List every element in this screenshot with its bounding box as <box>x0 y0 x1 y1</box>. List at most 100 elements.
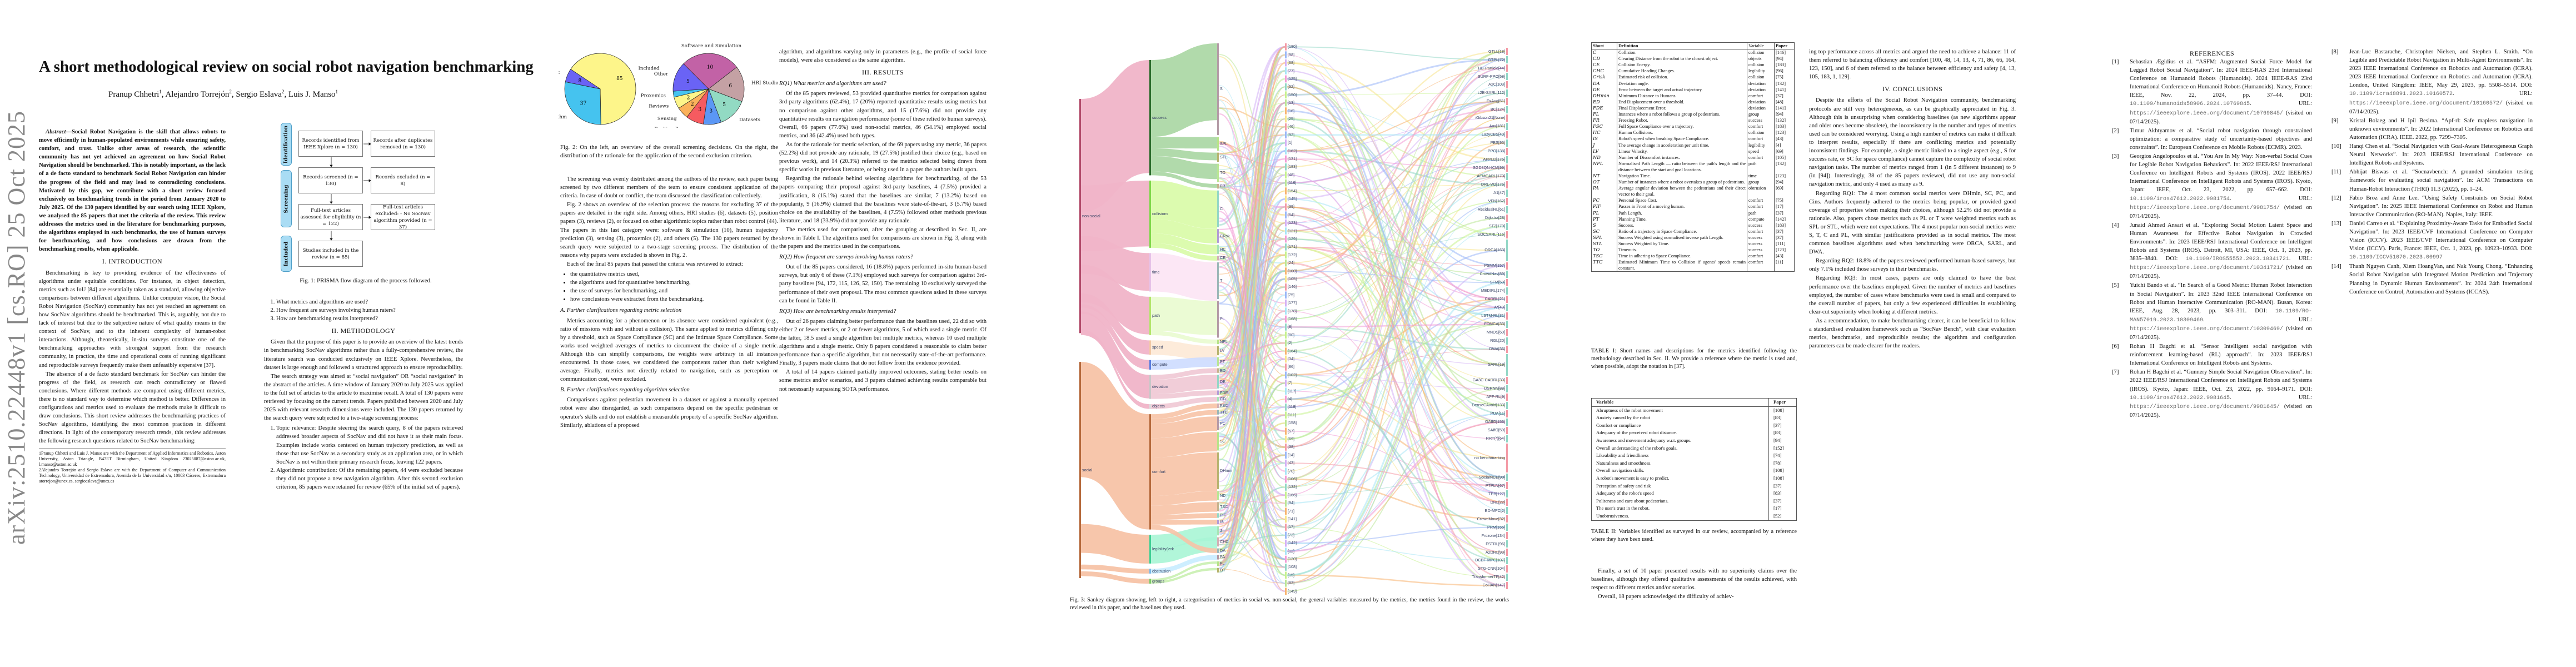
sankey-node <box>1217 397 1219 402</box>
sankey-node-label: Frozone[134] <box>1481 532 1505 538</box>
table-row: NT Navigation Time. time [123] <box>1591 172 1795 180</box>
reference-url[interactable]: https://ieeexplore.ieee.org/document/103… <box>2130 265 2284 272</box>
sankey-node <box>1506 156 1508 163</box>
sankey-node-label: FSTRL[96] <box>1486 541 1505 546</box>
table-row: Abruptness of the robot movement [108] <box>1592 406 1797 415</box>
pie-value-label: 3 <box>699 107 702 112</box>
cell-variable: Abruptness of the robot movement <box>1596 407 1663 413</box>
sankey-node-label: [102] <box>1288 372 1297 377</box>
cell-variable: path <box>1747 210 1775 216</box>
box-fulltext-excluded: Full-text articles excluded: - No SocNav… <box>371 204 435 230</box>
table-row: NPL Normalised Path Length — ratio betwee… <box>1591 160 1795 173</box>
sankey-node-label: [52] <box>1288 84 1294 89</box>
pie-category-label: Other <box>654 71 669 77</box>
sankey-flow-variable-to-metric <box>1151 253 1217 301</box>
col-header-definition: Definition <box>1617 42 1747 50</box>
sankey-node-label: FSC <box>1220 402 1228 408</box>
rq1-paragraph-1: Of the 85 papers reviewed, 53 provided q… <box>779 91 986 139</box>
reference-number: [3] <box>2112 153 2119 160</box>
sankey-link-paper-to-baseline <box>1287 526 1506 544</box>
pie-category-label: Off-topic <box>559 70 560 76</box>
abstract: Abstract—Social Robot Navigation is the … <box>39 128 226 253</box>
sankey-node <box>1506 385 1508 392</box>
sankey-node-label: compute <box>1152 362 1168 367</box>
rq3-paragraph-2: A total of 14 papers claimed partially i… <box>779 369 986 392</box>
sankey-node <box>1506 507 1508 515</box>
reference-doi[interactable]: 10.1109/IROS55552.2023.10341721 <box>2185 256 2289 263</box>
cell-short: FDE <box>1591 104 1617 112</box>
col-header-variable: Variable <box>1747 42 1775 50</box>
sankey-node-label: success <box>1152 115 1167 120</box>
column-4: algorithm, and algorithms varying only i… <box>779 48 986 394</box>
sankey-link-paper-to-baseline <box>1287 478 1506 520</box>
sankey-node <box>1506 410 1508 417</box>
reference-body: Abhijat Biswas et al. “Socnavbench: A gr… <box>2349 168 2533 193</box>
column-1: Abstract—Social Robot Navigation is the … <box>39 128 226 484</box>
sankey-node-label: [57] <box>1288 428 1294 434</box>
cell-variable: Comfort or compliance <box>1596 422 1641 428</box>
sankey-node-label: speed <box>1152 345 1163 350</box>
sankey-node-label: PIF <box>1220 512 1227 518</box>
reference-item: [3] Georgios Angelopoulos et al. “You Are… <box>2112 152 2312 221</box>
screening-stages: Topic relevance: Despite steering the se… <box>264 424 463 491</box>
reference-doi[interactable]: 10.1109/RO-MAN57019.2023.10309469 <box>2130 308 2312 323</box>
sankey-node-label: [70] <box>1288 468 1294 474</box>
table-row: Naturalness and smoothness. [78] <box>1592 459 1797 467</box>
table-row: C Collision. collision [146] <box>1591 49 1795 56</box>
reference-url[interactable]: https://ieeexplore.ieee.org/document/998… <box>2130 205 2280 211</box>
cell-short: PT <box>1591 216 1617 222</box>
sankey-node-label: [71] <box>1288 508 1294 514</box>
sankey-node-label: SFM[50] <box>1489 280 1505 285</box>
reference-doi[interactable]: 10.1109/humanoids58906.2024.10769845 <box>2130 101 2250 108</box>
phase-screening: Screening <box>281 170 292 227</box>
cell-short: DHmin <box>1591 92 1617 99</box>
sankey-node <box>1285 179 1287 187</box>
pie-category-label: No SocNav algorithm <box>559 115 567 120</box>
reference-visited: (visited on 07/14/2025). <box>2130 403 2312 419</box>
cell-paper: [48] <box>1774 98 1795 105</box>
rq-item: How frequent are surveys involving human… <box>276 306 463 315</box>
reference-doi[interactable]: 10.1109/iros47612.2022.9981645 <box>2130 395 2230 401</box>
pie-value-label: 85 <box>616 76 623 82</box>
box-studies-included: Studies included in the review (n = 85) <box>298 241 363 267</box>
cell-short: CD <box>1591 56 1617 62</box>
sankey-link-paper-to-baseline <box>1287 78 1506 423</box>
sankey-node <box>1285 364 1287 371</box>
sankey-node-label: iGibson21[None] <box>1475 115 1505 121</box>
cell-definition: Average angular deviation between the pe… <box>1617 185 1747 198</box>
reference-url[interactable]: https://ieeexplore.ieee.org/document/101… <box>2349 100 2503 107</box>
pie-category-label: Proxemics <box>641 93 666 99</box>
reference-visited: (visited on 07/14/2025). <box>2130 325 2312 341</box>
reference-text: Junaid Ahmed Ansari et al. “Exploring So… <box>2130 222 2312 262</box>
sankey-link-paper-to-baseline <box>1287 375 1506 390</box>
cell-paper: [43] <box>1774 136 1795 142</box>
reference-doi[interactable]: 10.1109/icra48891.2023.10160572 <box>2349 91 2453 98</box>
sankey-node-label: [68] <box>1288 60 1294 66</box>
reference-url[interactable]: https://ieeexplore.ieee.org/document/103… <box>2130 326 2284 332</box>
fig2-caption: Fig. 2: On the left, an overview of the … <box>560 144 778 159</box>
cell-paper: [108] <box>1768 406 1797 415</box>
cell-variable: Unobtrusiveness. <box>1596 512 1630 519</box>
reference-doi[interactable]: 10.1109/ICCV51070.2023.00997 <box>2349 255 2443 261</box>
sankey-link-paper-to-baseline <box>1287 126 1506 232</box>
reference-url[interactable]: https://ieeexplore.ieee.org/document/107… <box>2130 110 2284 117</box>
reference-url[interactable]: https://ieeexplore.ieee.org/document/998… <box>2130 404 2280 410</box>
sankey-flow-variable-to-metric <box>1151 410 1217 424</box>
sankey-link-metric-to-paper <box>1219 462 1285 496</box>
reference-doi[interactable]: 10.1109/iros47612.2022.9981754 <box>2130 196 2230 202</box>
sankey-node-label: [166] <box>1288 492 1297 497</box>
sankey-node <box>1506 523 1508 531</box>
cell-definition: Freezing Robot. <box>1617 117 1747 124</box>
author-name: Luis J. Manso <box>288 90 336 99</box>
reference-number: [6] <box>2112 344 2119 350</box>
cell-short: PA <box>1591 185 1617 198</box>
sankey-link-paper-to-baseline <box>1287 182 1506 283</box>
cell-paper: [37] <box>1774 210 1795 216</box>
cell-variable: The user's trust in the robot. <box>1596 505 1650 511</box>
sankey-node-label: LSTM-RL[31] <box>1481 313 1505 318</box>
rq1-heading: RQ1) What metrics and algorithms are use… <box>779 81 886 87</box>
table-row: HC Human Collisions. collision [123] <box>1591 130 1795 136</box>
sankey-link-paper-to-baseline <box>1287 262 1506 504</box>
sankey-node-label: PL <box>1220 316 1225 322</box>
sankey-link-paper-to-baseline <box>1287 298 1506 528</box>
